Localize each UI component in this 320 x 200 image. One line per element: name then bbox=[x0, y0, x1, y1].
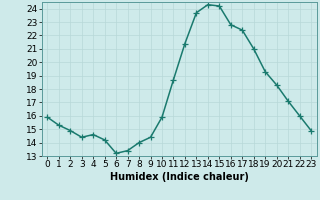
X-axis label: Humidex (Indice chaleur): Humidex (Indice chaleur) bbox=[110, 172, 249, 182]
